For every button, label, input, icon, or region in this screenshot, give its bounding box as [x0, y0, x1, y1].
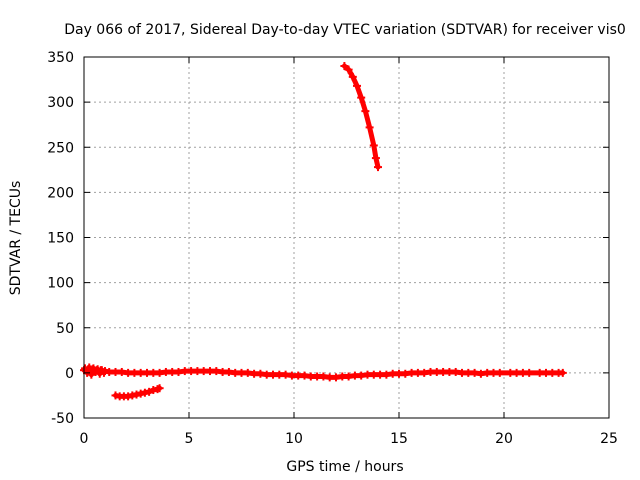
data-point	[357, 93, 366, 102]
data-point	[374, 163, 382, 172]
series-2	[81, 363, 108, 379]
data-point	[155, 384, 164, 393]
chart-title: Day 066 of 2017, Sidereal Day-to-day VTE…	[64, 22, 626, 38]
x-tick-label: 0	[80, 431, 89, 447]
data-point	[340, 62, 349, 71]
data-point	[525, 368, 534, 377]
y-tick-label: 200	[47, 185, 74, 201]
axis-ticks: 0 5 10 15 20 25 -50 0 50 100 150 200 250 300 350	[47, 50, 618, 447]
grid-lines	[84, 57, 609, 418]
data-point	[99, 368, 108, 377]
data-point	[371, 154, 380, 163]
y-tick-label: 250	[47, 140, 74, 156]
y-tick-label: -50	[51, 411, 74, 427]
series-4	[340, 62, 382, 172]
data-point	[495, 368, 504, 377]
data-point	[87, 370, 96, 379]
data-point	[365, 123, 374, 132]
y-tick-label: 0	[65, 366, 74, 382]
data-point	[145, 387, 154, 396]
x-tick-label: 15	[390, 431, 408, 447]
series-3	[111, 384, 164, 401]
y-tick-label: 50	[56, 321, 74, 337]
data-point	[558, 368, 567, 377]
y-tick-label: 100	[47, 276, 74, 292]
x-tick-label: 10	[285, 431, 303, 447]
data-points	[80, 62, 567, 401]
data-point	[369, 141, 378, 150]
y-tick-label: 150	[47, 231, 74, 247]
y-tick-label: 300	[47, 95, 74, 111]
x-tick-label: 5	[185, 431, 194, 447]
data-point	[344, 65, 353, 74]
x-axis-title: GPS time / hours	[286, 459, 403, 475]
series-trace	[341, 63, 381, 170]
data-point	[348, 72, 357, 81]
data-point	[361, 107, 370, 116]
x-tick-label: 25	[600, 431, 618, 447]
x-tick-label: 20	[495, 431, 513, 447]
data-point	[353, 81, 361, 90]
y-axis-title: SDTVAR / TECUs	[8, 181, 24, 296]
y-tick-label: 350	[47, 50, 74, 66]
